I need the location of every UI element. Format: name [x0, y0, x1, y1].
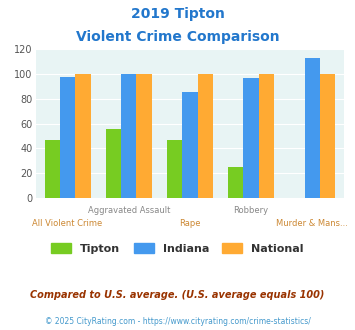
Bar	[305, 58, 320, 198]
Text: Violent Crime Comparison: Violent Crime Comparison	[76, 30, 279, 44]
Text: Rape: Rape	[179, 219, 201, 228]
Text: Robbery: Robbery	[234, 206, 269, 215]
Text: Murder & Mans...: Murder & Mans...	[276, 219, 348, 228]
Text: Compared to U.S. average. (U.S. average equals 100): Compared to U.S. average. (U.S. average …	[30, 290, 325, 300]
Bar	[244, 78, 259, 198]
Bar	[182, 91, 198, 198]
Bar	[167, 140, 182, 198]
Bar	[45, 140, 60, 198]
Bar	[320, 74, 335, 198]
Bar	[121, 74, 136, 198]
Bar	[106, 129, 121, 198]
Legend: Tipton, Indiana, National: Tipton, Indiana, National	[47, 239, 308, 258]
Bar	[60, 77, 75, 198]
Text: © 2025 CityRating.com - https://www.cityrating.com/crime-statistics/: © 2025 CityRating.com - https://www.city…	[45, 317, 310, 326]
Text: All Violent Crime: All Violent Crime	[33, 219, 103, 228]
Bar	[136, 74, 152, 198]
Bar	[259, 74, 274, 198]
Text: 2019 Tipton: 2019 Tipton	[131, 7, 224, 20]
Bar	[198, 74, 213, 198]
Text: Aggravated Assault: Aggravated Assault	[88, 206, 170, 215]
Bar	[75, 74, 91, 198]
Bar	[228, 167, 244, 198]
